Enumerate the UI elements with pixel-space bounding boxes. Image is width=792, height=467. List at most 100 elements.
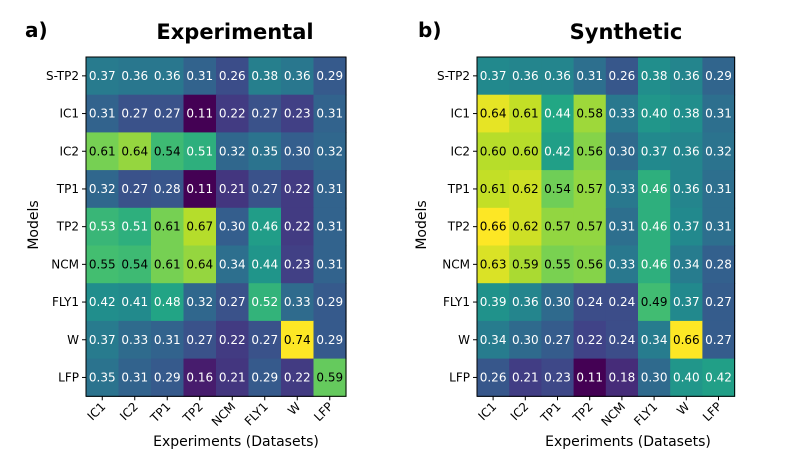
cell-value-label: 0.46 (251, 220, 278, 234)
heatmap-cell (313, 245, 347, 284)
cell-value-label: 0.23 (284, 257, 311, 271)
heatmap-cell (281, 170, 315, 209)
heatmap-cell (151, 132, 185, 171)
cell-value-label: 0.32 (89, 182, 116, 196)
heatmap-synthetic: 0.37 0.36 0.36 0.31 0.26 0.38 0.36 0.29 0.64 0.61… (437, 56, 736, 429)
cell-value-label: 0.54 (154, 144, 181, 158)
cell-value-label: 0.30 (284, 144, 311, 158)
y-tick-label: IC2 (59, 144, 79, 158)
cell-value-label: 0.66 (673, 333, 700, 347)
cell-value-label: 0.27 (705, 295, 732, 309)
heatmap-cell (151, 207, 185, 247)
heatmap-cell (541, 132, 575, 171)
cell-value-label: 0.27 (251, 333, 278, 347)
cell-value-label: 0.27 (121, 107, 148, 121)
cell-value-label: 0.57 (544, 220, 571, 234)
heatmap-cell (281, 207, 315, 247)
panel-a-label: a) (25, 18, 48, 42)
heatmap-cell (216, 94, 250, 133)
heatmap-cell (86, 358, 120, 397)
y-tick-label: TP2 (56, 220, 79, 234)
x-tick-label: W (285, 399, 303, 417)
heatmap-cell (118, 57, 152, 96)
y-tick-label: S-TP2 (437, 69, 470, 83)
heatmap-cell (151, 57, 185, 96)
heatmap-cell (313, 358, 347, 397)
cell-value-label: 0.36 (512, 69, 539, 83)
cell-value-label: 0.37 (89, 333, 116, 347)
heatmap-cell (638, 320, 671, 360)
cell-value-label: 0.62 (512, 220, 539, 234)
x-tick-label: IC2 (117, 400, 141, 424)
heatmap-cell (118, 207, 152, 247)
heatmap-cell (86, 132, 120, 171)
x-tick-label: TP1 (147, 400, 173, 426)
panel-b-title: Synthetic (570, 20, 683, 44)
heatmap-cell (477, 358, 510, 397)
heatmap-cell (509, 245, 542, 284)
cell-value-label: 0.64 (480, 107, 507, 121)
cell-value-label: 0.27 (251, 107, 278, 121)
cell-value-label: 0.31 (154, 333, 181, 347)
cell-value-label: 0.33 (121, 333, 148, 347)
x-tick-label: TP2 (180, 400, 206, 426)
cell-value-label: 0.29 (316, 333, 343, 347)
heatmap-cell (638, 245, 671, 284)
cell-value-label: 0.27 (154, 107, 181, 121)
cell-value-label: 0.35 (89, 370, 116, 384)
heatmap-cell (151, 320, 185, 360)
heatmap-cell (605, 57, 639, 96)
cell-value-label: 0.22 (576, 333, 603, 347)
heatmap-cell (183, 283, 217, 322)
heatmap-cell (670, 283, 703, 322)
cell-value-label: 0.22 (284, 220, 311, 234)
heatmap-cell (118, 170, 152, 209)
cell-value-label: 0.21 (219, 370, 246, 384)
x-tick-label: IC2 (508, 400, 532, 424)
y-tick-label: TP1 (447, 182, 470, 196)
heatmap-cell (216, 320, 250, 360)
heatmap-cell (702, 245, 736, 284)
cell-value-label: 0.51 (186, 144, 213, 158)
x-tick-label: IC1 (85, 400, 109, 424)
x-tick-label: FLY1 (242, 400, 271, 429)
heatmap-cell (313, 132, 347, 171)
cell-value-label: 0.46 (641, 220, 668, 234)
cell-value-label: 0.49 (641, 295, 668, 309)
heatmap-cell (573, 207, 607, 247)
heatmap-cell (477, 283, 510, 322)
heatmap-cell (541, 245, 575, 284)
heatmap-cell (151, 245, 185, 284)
heatmap-cell (313, 170, 347, 209)
cell-value-label: 0.31 (121, 370, 148, 384)
heatmap-cell (183, 207, 217, 247)
cell-value-label: 0.61 (480, 182, 507, 196)
cell-value-label: 0.56 (576, 144, 603, 158)
heatmap-cell (670, 320, 703, 360)
heatmap-cell (509, 170, 542, 209)
cell-value-label: 0.36 (154, 69, 181, 83)
heatmap-cell (573, 358, 607, 397)
heatmap-cell (573, 132, 607, 171)
cell-value-label: 0.31 (316, 257, 343, 271)
y-tick-label: LFP (58, 370, 79, 384)
heatmap-cell (313, 94, 347, 133)
heatmap-cell (670, 245, 703, 284)
heatmap-cell (573, 320, 607, 360)
y-tick-label: IC1 (59, 107, 79, 121)
heatmap-cell (248, 245, 282, 284)
cell-value-label: 0.60 (480, 144, 507, 158)
heatmap-experimental: 0.37 0.36 0.36 0.31 0.26 0.38 0.36 0.29 0.31 0.27… (46, 56, 347, 429)
heatmap-cell (86, 245, 120, 284)
x-tick-label: LFP (311, 400, 336, 425)
cell-value-label: 0.11 (186, 107, 213, 121)
heatmap-cell (509, 132, 542, 171)
heatmap-cell (86, 320, 120, 360)
heatmap-cell (702, 207, 736, 247)
cell-value-label: 0.42 (705, 370, 732, 384)
cell-value-label: 0.21 (219, 182, 246, 196)
cell-value-label: 0.33 (609, 107, 636, 121)
cell-value-label: 0.40 (641, 107, 668, 121)
heatmap-cell (86, 94, 120, 133)
cell-value-label: 0.36 (284, 69, 311, 83)
